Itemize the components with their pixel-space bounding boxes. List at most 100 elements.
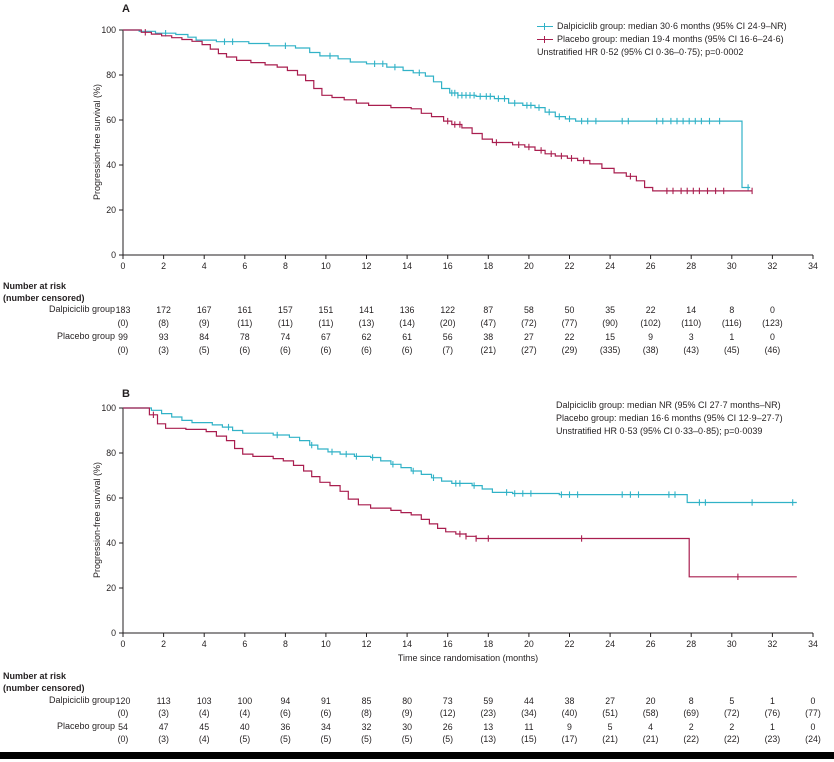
svg-text:183: 183: [116, 305, 131, 315]
legend-item-dalpiciclib-a: Dalpiciclib group: median 30·6 months (9…: [537, 20, 787, 33]
svg-text:(13): (13): [480, 734, 496, 744]
svg-text:(5): (5): [442, 734, 453, 744]
svg-text:40: 40: [240, 722, 250, 732]
svg-text:8: 8: [729, 305, 734, 315]
svg-text:(3): (3): [158, 734, 169, 744]
svg-text:120: 120: [116, 696, 131, 706]
svg-text:32: 32: [362, 722, 372, 732]
svg-text:62: 62: [362, 332, 372, 342]
svg-text:(43): (43): [683, 345, 699, 355]
number-censored-heading-b: (number censored): [3, 683, 85, 693]
legend-panel-a: Dalpiciclib group: median 30·6 months (9…: [537, 20, 787, 59]
svg-text:5: 5: [729, 696, 734, 706]
svg-text:(21): (21): [602, 734, 618, 744]
svg-text:0: 0: [811, 722, 816, 732]
svg-text:38: 38: [565, 696, 575, 706]
svg-text:141: 141: [359, 305, 374, 315]
svg-text:10: 10: [321, 261, 331, 271]
svg-text:(5): (5): [239, 734, 250, 744]
svg-text:(4): (4): [199, 708, 210, 718]
svg-text:8: 8: [283, 261, 288, 271]
panel-b-label: B: [122, 388, 130, 400]
svg-text:20: 20: [106, 205, 116, 215]
svg-text:85: 85: [362, 696, 372, 706]
svg-text:(14): (14): [399, 318, 415, 328]
svg-text:16: 16: [443, 639, 453, 649]
svg-text:84: 84: [199, 332, 209, 342]
svg-text:2: 2: [161, 261, 166, 271]
svg-text:(47): (47): [480, 318, 496, 328]
svg-text:22: 22: [565, 332, 575, 342]
svg-text:30: 30: [402, 722, 412, 732]
svg-text:6: 6: [242, 639, 247, 649]
svg-text:(6): (6): [321, 708, 332, 718]
svg-text:(335): (335): [600, 345, 621, 355]
legend-item-hazard-ratio-a: Unstratified HR 0·52 (95% CI 0·36–0·75);…: [537, 46, 787, 59]
svg-text:0: 0: [121, 639, 126, 649]
figure-bottom-rule: [0, 752, 834, 759]
svg-text:103: 103: [197, 696, 212, 706]
svg-text:80: 80: [402, 696, 412, 706]
svg-text:13: 13: [483, 722, 493, 732]
svg-text:61: 61: [402, 332, 412, 342]
svg-text:54: 54: [118, 722, 128, 732]
y-axis-label-b: Progression-free survival (%): [92, 461, 102, 579]
svg-text:(0): (0): [118, 734, 129, 744]
svg-text:(5): (5): [280, 734, 291, 744]
legend-text-hazard-ratio-a: Unstratified HR 0·52 (95% CI 0·36–0·75);…: [537, 47, 744, 57]
dalpiciclib-line-sample-icon: [537, 23, 553, 30]
svg-text:100: 100: [237, 696, 252, 706]
svg-text:(76): (76): [765, 708, 781, 718]
svg-text:60: 60: [106, 115, 116, 125]
svg-text:10: 10: [321, 639, 331, 649]
svg-text:73: 73: [443, 696, 453, 706]
number-at-risk-table: 183(0)172(8)167(9)161(11)157(11)151(11)1…: [116, 305, 783, 355]
svg-text:(22): (22): [724, 734, 740, 744]
svg-text:30: 30: [727, 261, 737, 271]
svg-text:(123): (123): [762, 318, 783, 328]
svg-text:0: 0: [121, 261, 126, 271]
svg-text:32: 32: [768, 261, 778, 271]
svg-text:58: 58: [524, 305, 534, 315]
svg-text:(0): (0): [118, 708, 129, 718]
svg-text:(9): (9): [199, 318, 210, 328]
svg-text:100: 100: [101, 25, 116, 35]
svg-text:34: 34: [808, 261, 818, 271]
svg-text:27: 27: [524, 332, 534, 342]
legend-item-hazard-ratio-b: Unstratified HR 0·53 (95% CI 0·33–0·85);…: [556, 425, 783, 438]
svg-text:30: 30: [727, 639, 737, 649]
svg-text:(15): (15): [521, 734, 537, 744]
svg-text:(12): (12): [440, 708, 456, 718]
x-axis-label: Time since randomisation (months): [397, 653, 539, 663]
svg-text:100: 100: [101, 403, 116, 413]
svg-text:(8): (8): [361, 708, 372, 718]
svg-text:(8): (8): [158, 318, 169, 328]
series-placebo: [123, 29, 753, 195]
svg-text:(72): (72): [724, 708, 740, 718]
svg-text:14: 14: [402, 261, 412, 271]
svg-text:2: 2: [689, 722, 694, 732]
svg-text:22: 22: [565, 639, 575, 649]
legend-panel-b: Dalpiciclib group: median NR (95% CI 27·…: [556, 399, 783, 438]
series-dalpiciclib: [123, 407, 797, 506]
risk-row-label-placebo-b: Placebo group: [56, 721, 115, 731]
risk-row-label-dalpiciclib-a: Dalpiciclib group: [48, 304, 115, 314]
svg-text:5: 5: [608, 722, 613, 732]
svg-text:(23): (23): [765, 734, 781, 744]
svg-text:50: 50: [565, 305, 575, 315]
svg-text:0: 0: [811, 696, 816, 706]
legend-item-placebo-b: Placebo group: median 16·6 months (95% C…: [556, 412, 783, 425]
risk-row-label-placebo-a: Placebo group: [56, 331, 115, 341]
svg-text:(6): (6): [402, 345, 413, 355]
svg-text:26: 26: [646, 639, 656, 649]
svg-text:67: 67: [321, 332, 331, 342]
svg-text:38: 38: [483, 332, 493, 342]
svg-text:0: 0: [770, 332, 775, 342]
svg-text:(77): (77): [805, 708, 821, 718]
svg-text:8: 8: [689, 696, 694, 706]
legend-text-placebo-b: Placebo group: median 16·6 months (95% C…: [556, 413, 783, 423]
svg-text:(6): (6): [280, 708, 291, 718]
svg-text:9: 9: [567, 722, 572, 732]
svg-text:(0): (0): [118, 318, 129, 328]
svg-text:12: 12: [362, 261, 372, 271]
